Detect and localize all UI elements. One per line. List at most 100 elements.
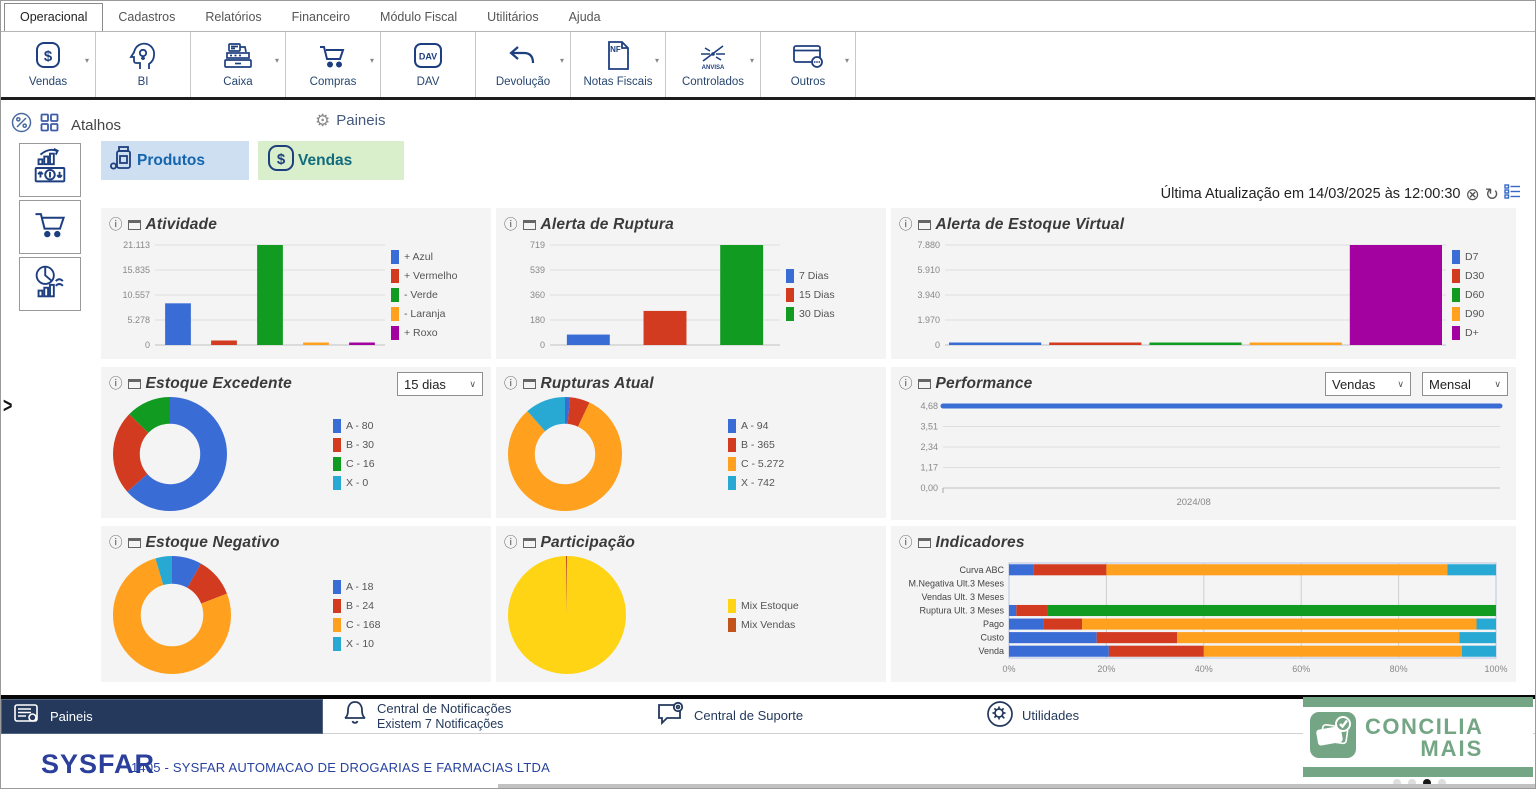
percent-circle-icon[interactable] bbox=[11, 112, 32, 138]
dollar-badge-icon: $ bbox=[266, 143, 296, 178]
info-icon[interactable]: ⓘ bbox=[504, 218, 518, 232]
svg-text:4,68: 4,68 bbox=[920, 401, 938, 411]
info-icon[interactable]: ⓘ bbox=[109, 218, 123, 232]
bottom-nav-utilidades[interactable]: Utilidades bbox=[986, 699, 1079, 734]
toolbar-label: Outros bbox=[791, 76, 826, 88]
shopping-cart-icon bbox=[316, 37, 350, 75]
legend-swatch bbox=[333, 580, 341, 594]
menu-tab-cadastros[interactable]: Cadastros bbox=[103, 4, 190, 31]
svg-text:Vendas Ult. 3 Meses: Vendas Ult. 3 Meses bbox=[921, 592, 1004, 602]
performance-period-dropdown[interactable]: Mensal ∨ bbox=[1422, 372, 1508, 396]
info-icon[interactable]: ⓘ bbox=[899, 377, 913, 391]
chart-svg bbox=[109, 555, 237, 675]
toolbar-devolucao-button[interactable]: ▾ Devolução bbox=[476, 32, 571, 97]
suporte-label: Central de Suporte bbox=[694, 708, 803, 724]
info-icon[interactable]: ⓘ bbox=[504, 377, 518, 391]
legend-item: - Laranja bbox=[391, 307, 483, 321]
excedente-period-dropdown[interactable]: 15 dias ∨ bbox=[397, 372, 483, 396]
sidebar-expand-chevron[interactable]: > bbox=[3, 395, 12, 419]
menu-tab-operacional[interactable]: Operacional bbox=[4, 3, 103, 32]
panel-participacao: ⓘ Participação Mix EstoqueMix Vendas bbox=[496, 526, 886, 682]
menu-tab-modulo-fiscal[interactable]: Módulo Fiscal bbox=[365, 4, 472, 31]
menu-tab-utilitarios[interactable]: Utilitários bbox=[472, 4, 553, 31]
legend-label: C - 16 bbox=[346, 458, 375, 470]
menu-tab-ajuda[interactable]: Ajuda bbox=[554, 4, 616, 31]
svg-text:100%: 100% bbox=[1484, 664, 1507, 674]
company-name: 1405 - SYSFAR AUTOMACAO DE DROGARIAS E F… bbox=[131, 760, 550, 775]
svg-text:1,17: 1,17 bbox=[920, 463, 938, 473]
legend-item: C - 16 bbox=[333, 457, 483, 471]
shortcut-vendas-button[interactable]: $ Vendas bbox=[258, 141, 404, 180]
dollar-badge-icon: $ bbox=[31, 37, 65, 75]
toolbar-controlados-button[interactable]: ANVISA ▾ Controlados bbox=[666, 32, 761, 97]
menu-tab-relatorios[interactable]: Relatórios bbox=[190, 4, 276, 31]
info-icon[interactable]: ⓘ bbox=[109, 536, 123, 550]
paineis-toggle[interactable]: ⚙ Paineis bbox=[315, 112, 385, 129]
legend-swatch bbox=[391, 269, 399, 283]
info-icon[interactable]: ⓘ bbox=[504, 536, 518, 550]
performance-type-dropdown[interactable]: Vendas ∨ bbox=[1325, 372, 1411, 396]
toolbar-outros-button[interactable]: ▾ Outros bbox=[761, 32, 856, 97]
panel-estoque-negativo: ⓘ Estoque Negativo A - 18B - 24C - 168X … bbox=[101, 526, 491, 682]
banner-top-bar bbox=[1303, 697, 1533, 707]
bottom-nav-paineis[interactable]: Paineis bbox=[1, 699, 323, 734]
toolbar-bi-button[interactable]: BI bbox=[96, 32, 191, 97]
legend-label: 30 Dias bbox=[799, 308, 835, 320]
toolbar-vendas-button[interactable]: $ ▾ Vendas bbox=[1, 32, 96, 97]
window-icon[interactable] bbox=[128, 379, 141, 389]
legend-swatch bbox=[1452, 269, 1460, 283]
window-icon[interactable] bbox=[523, 220, 536, 230]
legend-item: B - 30 bbox=[333, 438, 483, 452]
window-icon[interactable] bbox=[918, 538, 931, 548]
legend-item: C - 5.272 bbox=[728, 457, 878, 471]
legend-swatch bbox=[1452, 288, 1460, 302]
legend-swatch bbox=[333, 618, 341, 632]
legend-item: B - 24 bbox=[333, 599, 483, 613]
window-icon[interactable] bbox=[523, 538, 536, 548]
window-icon[interactable] bbox=[523, 379, 536, 389]
toolbar-compras-button[interactable]: ▾ Compras bbox=[286, 32, 381, 97]
bottom-strip bbox=[498, 784, 1536, 789]
list-view-icon[interactable] bbox=[1504, 184, 1521, 204]
menu-tab-financeiro[interactable]: Financeiro bbox=[277, 4, 365, 31]
grid-icon[interactable] bbox=[40, 113, 59, 137]
alerta-ruptura-legend: 7 Dias15 Dias30 Dias bbox=[786, 237, 878, 353]
toolbar: $ ▾ Vendas BI ▾ Caixa ▾ Compras bbox=[1, 31, 1535, 100]
close-circle-icon[interactable]: ⊗ bbox=[1466, 186, 1480, 203]
window-icon[interactable] bbox=[128, 538, 141, 548]
return-arrow-icon bbox=[506, 37, 540, 75]
svg-text:0%: 0% bbox=[1002, 664, 1015, 674]
legend-label: X - 0 bbox=[346, 477, 368, 489]
toolbar-caixa-button[interactable]: ▾ Caixa bbox=[191, 32, 286, 97]
svg-text:21.113: 21.113 bbox=[123, 240, 150, 250]
info-icon[interactable]: ⓘ bbox=[109, 377, 123, 391]
shortcut-label: Produtos bbox=[137, 152, 205, 170]
estoque-excedente-legend: A - 80B - 30C - 16X - 0 bbox=[333, 396, 483, 512]
concilia-mais-banner[interactable]: CONCILIA MAIS bbox=[1303, 697, 1533, 777]
window-icon[interactable] bbox=[918, 220, 931, 230]
toolbar-dav-button[interactable]: DAV DAV bbox=[381, 32, 476, 97]
bottom-nav-suporte[interactable]: Central de Suporte bbox=[656, 699, 803, 734]
shortcut-produtos-button[interactable]: Produtos bbox=[101, 141, 249, 180]
bottom-nav-notifications[interactable]: Central de Notificações Existem 7 Notifi… bbox=[341, 699, 511, 734]
svg-text:Venda: Venda bbox=[978, 646, 1004, 656]
panel-title: Performance bbox=[936, 375, 1033, 393]
medicine-bottle-icon bbox=[109, 143, 135, 178]
panel-title: Rupturas Atual bbox=[541, 375, 654, 393]
chevron-down-icon: ∨ bbox=[1397, 379, 1404, 390]
legend-item: D30 bbox=[1452, 269, 1508, 283]
info-icon[interactable]: ⓘ bbox=[899, 218, 913, 232]
legend-label: 7 Dias bbox=[799, 270, 829, 282]
window-icon[interactable] bbox=[128, 220, 141, 230]
svg-text:180: 180 bbox=[530, 315, 545, 325]
legend-item: + Vermelho bbox=[391, 269, 483, 283]
sidebar-sales-analytics-button[interactable] bbox=[19, 143, 81, 197]
sidebar-purchases-button[interactable] bbox=[19, 200, 81, 254]
window-icon[interactable] bbox=[918, 379, 931, 389]
toolbar-notas-fiscais-button[interactable]: NF ▾ Notas Fiscais bbox=[571, 32, 666, 97]
refresh-icon[interactable]: ↻ bbox=[1485, 186, 1499, 203]
card-check-icon bbox=[1309, 710, 1357, 765]
legend-label: + Vermelho bbox=[404, 270, 457, 282]
info-icon[interactable]: ⓘ bbox=[899, 536, 913, 550]
sidebar-stats-button[interactable] bbox=[19, 257, 81, 311]
